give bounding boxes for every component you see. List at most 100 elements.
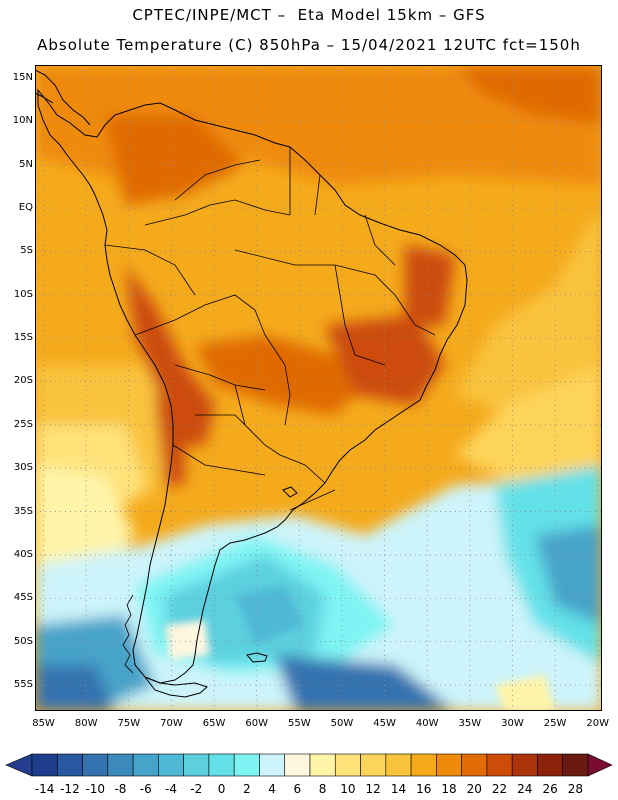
colorbar-swatch [284, 753, 311, 777]
colorbar-tick-label: -4 [165, 782, 177, 796]
lat-tick-label: 15S [13, 332, 33, 344]
colorbar-swatch [410, 753, 437, 777]
colorbar-high-arrow [587, 753, 613, 777]
lon-tick-label: 40W [415, 718, 439, 729]
colorbar-tick-label: 20 [466, 782, 482, 796]
temperature-map [35, 65, 602, 711]
colorbar-swatch [132, 753, 159, 777]
colorbar-tick-label: 8 [318, 782, 327, 796]
temp-field-east-pale [495, 675, 555, 711]
colorbar-tick-label: 18 [441, 782, 457, 796]
colorbar-tick-label: 14 [390, 782, 407, 796]
colorbar-tick-label: 22 [491, 782, 508, 796]
temp-field-cold-core1 [235, 585, 305, 645]
colorbar-tick-label: -2 [190, 782, 203, 796]
temp-field-eastern-yellow [455, 365, 602, 485]
lat-tick-label: 55S [13, 678, 33, 690]
colorbar-swatch [385, 753, 412, 777]
colorbar-swatch [334, 753, 361, 777]
colorbar-swatch [486, 753, 513, 777]
colorbar-tick-label: 24 [517, 782, 533, 796]
colorbar-tick-label: 12 [365, 782, 381, 796]
temp-field-brazil-hot [325, 315, 445, 405]
lat-tick-label: 5N [19, 158, 33, 170]
colorbar-swatch [259, 753, 286, 777]
temp-field-northeast-hot [455, 65, 602, 125]
colorbar-tick-label: 6 [293, 782, 302, 796]
lat-tick-label: 40S [13, 548, 33, 560]
lat-tick-label: 45S [13, 592, 33, 604]
lake-patos [282, 486, 298, 498]
map-title-line1: CPTEC/INPE/MCT – Eta Model 15km – GFS [132, 6, 486, 24]
lon-tick-label: 35W [458, 718, 482, 729]
colorbar-tick-label: 28 [567, 782, 583, 796]
temp-field-andes-hot [125, 265, 215, 445]
lat-tick-label: EQ [18, 202, 33, 214]
colorbar-swatch [511, 753, 538, 777]
tierra-del-fuego [143, 675, 208, 698]
lon-tick-label: 85W [32, 718, 55, 729]
colorbar-tick-label: 10 [340, 782, 356, 796]
colorbar-tick-label: 2 [242, 782, 251, 796]
colorbar-swatch [233, 753, 260, 777]
country-borders [104, 147, 436, 511]
lat-tick-label: 30S [13, 462, 33, 474]
lon-tick-label: 65W [202, 718, 226, 729]
colorbar-swatch [461, 753, 488, 777]
lon-tick-label: 20W [586, 718, 610, 729]
colorbar-swatch [56, 753, 83, 777]
lat-tick-label: 5S [20, 245, 33, 257]
map-title-line2: Absolute Temperature (C) 850hPa – 15/04/… [37, 36, 581, 54]
colorbar-tick-label: 0 [217, 782, 226, 796]
colorbar-swatch [158, 753, 184, 777]
lat-tick-label: 20S [13, 375, 33, 387]
lon-tick-label: 50W [330, 718, 354, 729]
chile-coast-fjords [122, 594, 134, 674]
lon-tick-label: 55W [288, 718, 311, 729]
colorbar-swatch [562, 753, 589, 777]
colorbar-swatch [31, 753, 58, 777]
colorbar-swatch [208, 753, 235, 777]
colorbar-tick-label: 16 [416, 782, 432, 796]
lon-tick-label: 75W [117, 718, 141, 729]
colorbar-tick-label: -8 [114, 782, 127, 796]
temp-field-atlantic-cool [455, 215, 602, 415]
colorbar-swatch [183, 753, 210, 777]
temp-field-chile-central-hot [155, 395, 185, 485]
colorbar-tick-label: -10 [85, 782, 105, 796]
colorbar-swatch [436, 753, 462, 777]
lat-tick-label: 50S [13, 635, 33, 647]
falkland-islands [246, 652, 268, 663]
colorbar-low-arrow [5, 753, 33, 777]
map-frame [35, 65, 602, 711]
temp-field-northeast-brazil-hot [405, 245, 455, 325]
colorbar-swatch [82, 753, 109, 777]
lon-tick-label: 60W [245, 718, 268, 729]
colorbar-tick-label: -14 [34, 782, 55, 796]
temp-field-chaco-hot [195, 335, 365, 415]
lat-tick-label: 10N [12, 115, 33, 127]
lon-tick-label: 25W [543, 718, 567, 729]
colorbar-tick-label: 26 [542, 782, 558, 796]
lat-tick-label: 35S [13, 505, 33, 517]
map-canvas [35, 65, 602, 711]
central-america-outline [35, 69, 91, 126]
colorbar-swatch [360, 753, 387, 777]
lon-tick-label: 30W [501, 718, 524, 729]
temp-field-colombia-hot [105, 115, 245, 205]
colorbar-swatch [107, 753, 134, 777]
colorbar-tick-label: -12 [60, 782, 80, 796]
colorbar-swatch [309, 753, 336, 777]
lon-tick-label: 45W [373, 718, 396, 729]
lat-tick-label: 10S [13, 288, 33, 300]
temp-field-southwest-blue-dark [35, 665, 115, 711]
temp-field-south-dark [275, 655, 455, 711]
lat-tick-label: 25S [13, 418, 33, 430]
colorbar [5, 753, 613, 777]
colorbar-tick-label: -6 [139, 782, 152, 796]
lon-tick-label: 80W [74, 718, 98, 729]
lon-tick-label: 70W [160, 718, 183, 729]
colorbar-tick-label: 4 [268, 782, 276, 796]
temp-field-east-deep [535, 525, 602, 625]
colorbar-swatch [537, 753, 564, 777]
